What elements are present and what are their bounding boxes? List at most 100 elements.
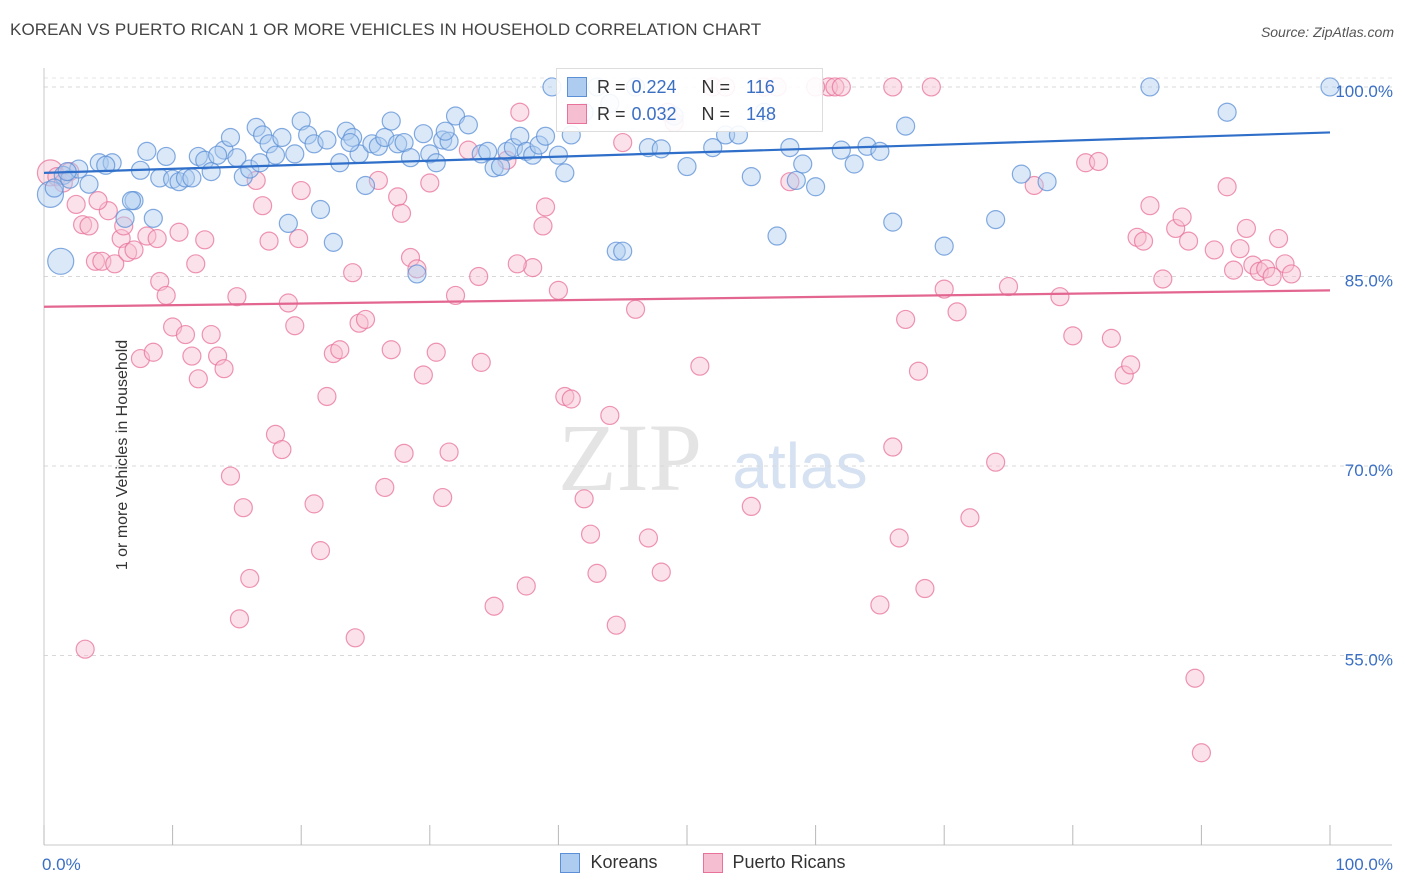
korean-point-12: [143, 208, 163, 228]
korean-point-52: [407, 264, 427, 284]
korean-point-42: [343, 127, 363, 148]
puerto-rican-point-120: [1236, 218, 1257, 239]
legend: Koreans Puerto Ricans: [0, 852, 1406, 878]
puerto-rican-point-9: [98, 201, 118, 221]
puerto-rican-point-10: [105, 254, 125, 274]
legend-item-puerto-ricans[interactable]: Puerto Ricans: [702, 852, 846, 873]
puerto-rican-point-85: [825, 77, 845, 97]
korean-point-1: [47, 247, 75, 275]
puerto-rican-point-42: [317, 386, 337, 407]
puerto-rican-point-131: [516, 576, 536, 596]
y-tick-label-1: 70.0%: [1345, 461, 1393, 480]
puerto-rican-point-147: [533, 216, 553, 236]
svg-text:ZIP: ZIP: [558, 404, 702, 511]
y-axis-label: 1 or more Vehicles in Household: [114, 339, 132, 571]
korean-point-11: [137, 141, 157, 161]
puerto-rican-point-34: [259, 231, 279, 251]
korean-point-101: [934, 236, 954, 256]
puerto-rican-point-63: [484, 596, 504, 616]
puerto-rican-point-103: [1088, 151, 1109, 172]
puerto-rican-point-92: [915, 578, 935, 599]
puerto-rican-point-39: [291, 180, 311, 201]
r-label: R =: [597, 76, 626, 97]
korean-point-114: [340, 132, 360, 153]
korean-point-99: [883, 212, 903, 232]
korean-point-106: [1217, 102, 1237, 122]
puerto-rican-point-87: [870, 595, 890, 615]
korean-point-37: [310, 199, 331, 220]
puerto-rican-point-124: [1262, 266, 1282, 287]
korean-point-38: [317, 130, 337, 150]
puerto-rican-point-146: [507, 254, 527, 274]
puerto-rican-point-116: [1204, 240, 1224, 260]
axes: [43, 68, 1392, 846]
source-label: Source: ZipAtlas.com: [1260, 24, 1394, 40]
korean-point-21: [201, 162, 221, 182]
korean-point-93: [793, 154, 813, 174]
puerto-rican-point-75: [606, 615, 626, 635]
korean-point-8: [115, 208, 135, 228]
korean-point-79: [613, 241, 633, 261]
korean-point-30: [265, 145, 286, 165]
korean-point-94: [805, 177, 826, 197]
korean-point-5: [79, 174, 99, 194]
r-value-puerto-ricans: 0.032: [631, 103, 677, 124]
puerto-rican-point-38: [285, 316, 305, 336]
puerto-rican-point-31: [240, 568, 260, 589]
puerto-rican-point-117: [1217, 177, 1237, 197]
korean-point-73: [555, 163, 575, 183]
puerto-rican-point-16: [143, 342, 163, 362]
puerto-rican-point-126: [1275, 254, 1295, 274]
trend-line-koreans: [43, 131, 1331, 174]
puerto-rican-point-25: [201, 324, 221, 345]
puerto-rican-point-82: [741, 496, 761, 517]
puerto-rican-point-98: [998, 276, 1019, 297]
stats-row-puerto-ricans: R = 0.032 N = 148: [567, 101, 776, 127]
puerto-rican-point-93: [921, 77, 941, 97]
puerto-rican-point-49: [375, 477, 395, 498]
puerto-rican-point-96: [960, 508, 980, 528]
puerto-rican-point-58: [433, 487, 453, 508]
puerto-rican-point-68: [548, 280, 569, 300]
korean-point-32: [278, 213, 298, 233]
legend-item-koreans[interactable]: Koreans: [560, 852, 657, 873]
puerto-rican-point-67: [535, 197, 556, 217]
korean-point-105: [1140, 77, 1160, 97]
puerto-rican-point-130: [345, 628, 365, 648]
puerto-rican-point-119: [1230, 239, 1250, 259]
puerto-rican-point-97: [986, 452, 1006, 472]
puerto-rican-point-99: [1024, 175, 1044, 196]
r-value-koreans: 0.224: [631, 76, 677, 97]
puerto-rican-point-4: [66, 194, 86, 215]
y-tick-label-2: 85.0%: [1345, 271, 1393, 290]
korean-point-39: [323, 232, 343, 252]
puerto-rican-point-36: [272, 439, 292, 460]
puerto-rican-point-90: [896, 309, 916, 330]
puerto-rican-point-114: [1185, 668, 1205, 688]
n-label: N =: [701, 76, 731, 97]
puerto-rican-point-47: [355, 309, 376, 330]
korean-point-72: [548, 145, 569, 165]
puerto-rican-point-83: [780, 172, 800, 192]
n-label: N =: [701, 103, 731, 124]
puerto-rican-point-27: [214, 359, 234, 379]
korean-point-100: [896, 116, 916, 136]
puerto-rican-point-104: [1101, 328, 1121, 348]
puerto-rican-point-139: [88, 191, 108, 211]
puerto-rican-point-78: [638, 528, 659, 548]
puerto-rican-point-140: [114, 216, 134, 236]
korean-point-18: [182, 168, 202, 188]
korean-point-44: [355, 175, 376, 196]
puerto-rican-point-127: [1281, 264, 1302, 284]
puerto-rican-point-81: [690, 356, 710, 376]
x-tick-label-0: 0.0%: [42, 855, 81, 874]
puerto-rican-point-94: [934, 279, 954, 299]
puerto-rican-point-50: [381, 340, 401, 360]
puerto-rican-point-113: [1178, 231, 1199, 251]
puerto-rican-point-101: [1063, 326, 1083, 346]
chart-title: KOREAN VS PUERTO RICAN 1 OR MORE VEHICLE…: [10, 20, 762, 39]
korean-point-113: [250, 153, 270, 173]
korean-point-65: [503, 137, 523, 158]
puerto-rican-point-89: [889, 528, 909, 548]
puerto-rican-point-54: [407, 259, 427, 279]
